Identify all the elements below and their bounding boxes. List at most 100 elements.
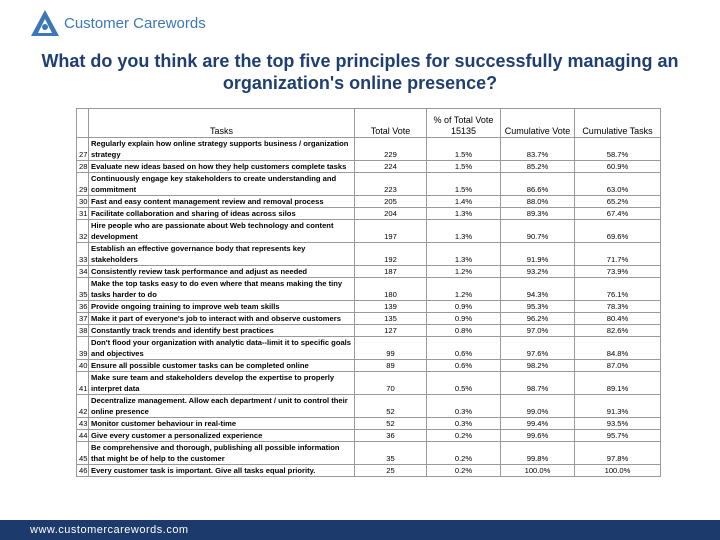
value-cell: 100.0% [500,464,575,477]
value-cell: 100.0% [574,464,661,477]
value-cell: 0.2% [426,441,501,465]
value-cell: 87.0% [574,359,661,372]
row-number: 41 [76,371,89,395]
footer: www.customercarewords.com [0,520,720,540]
value-cell: 97.0% [500,324,575,337]
table-row: 35 Make the top tasks easy to do even whe… [76,277,661,301]
task-cell: Evaluate new ideas based on how they hel… [88,160,355,173]
value-cell: 1.2% [426,265,501,278]
table-row: 33 Establish an effective governance body… [76,242,661,266]
value-cell: 1.5% [426,172,501,196]
value-cell: 85.2% [500,160,575,173]
value-cell: 97.8% [574,441,661,465]
column-header: Cumulative Vote [500,108,575,138]
task-cell: Give every customer a personalized exper… [88,429,355,442]
value-cell: 65.2% [574,195,661,208]
task-cell: Fast and easy content management review … [88,195,355,208]
value-cell: 94.3% [500,277,575,301]
table-row: 46 Every customer task is important. Give… [76,464,661,477]
value-cell: 99.4% [500,417,575,430]
task-cell: Continuously engage key stakeholders to … [88,172,355,196]
value-cell: 98.7% [500,371,575,395]
value-cell: 99.8% [500,441,575,465]
task-cell: Decentralize management. Allow each depa… [88,394,355,418]
column-header: Total Vote [354,108,427,138]
results-table: Tasks Total Vote% of Total Vote 15135 Cumu… [76,108,661,477]
row-number: 31 [76,207,89,220]
table-row: 36 Provide ongoing training to improve we… [76,300,661,313]
value-cell: 1.3% [426,207,501,220]
task-cell: Facilitate collaboration and sharing of … [88,207,355,220]
table-row: 38 Constantly track trends and identify b… [76,324,661,337]
column-header: Cumulative Tasks [574,108,661,138]
table-row: 28 Evaluate new ideas based on how they h… [76,160,661,173]
row-number: 27 [76,137,89,161]
task-cell: Consistently review task performance and… [88,265,355,278]
value-cell: 1.5% [426,137,501,161]
row-number: 29 [76,172,89,196]
value-cell: 1.2% [426,277,501,301]
value-cell: 91.3% [574,394,661,418]
table-row: 30 Fast and easy content management revie… [76,195,661,208]
table-row: 29 Continuously engage key stakeholders t… [76,172,661,196]
value-cell: 1.4% [426,195,501,208]
value-cell: 52 [354,394,427,418]
value-cell: 71.7% [574,242,661,266]
value-cell: 76.1% [574,277,661,301]
task-cell: Constantly track trends and identify bes… [88,324,355,337]
task-cell: Monitor customer behaviour in real-time [88,417,355,430]
table-row: 27 Regularly explain how online strategy … [76,137,661,161]
value-cell: 91.9% [500,242,575,266]
table-row: 32 Hire people who are passionate about W… [76,219,661,243]
title: What do you think are the top five princ… [41,51,679,93]
table-body: 27 Regularly explain how online strategy … [76,137,661,477]
logo-text: Customer Carewords [64,14,206,32]
value-cell: 229 [354,137,427,161]
task-cell: Every customer task is important. Give a… [88,464,355,477]
value-cell: 86.6% [500,172,575,196]
task-cell: Regularly explain how online strategy su… [88,137,355,161]
value-cell: 84.8% [574,336,661,360]
value-cell: 89.3% [500,207,575,220]
table-row: 41 Make sure team and stakeholders develo… [76,371,661,395]
table-row: 39 Don't flood your organization with ana… [76,336,661,360]
row-number: 45 [76,441,89,465]
value-cell: 73.9% [574,265,661,278]
header-cell [76,108,89,138]
table-row: 42 Decentralize management. Allow each de… [76,394,661,418]
value-cell: 96.2% [500,312,575,325]
row-number: 32 [76,219,89,243]
value-cell: 52 [354,417,427,430]
value-cell: 88.0% [500,195,575,208]
row-number: 28 [76,160,89,173]
row-number: 37 [76,312,89,325]
value-cell: 0.8% [426,324,501,337]
value-cell: 0.6% [426,359,501,372]
row-number: 42 [76,394,89,418]
value-cell: 223 [354,172,427,196]
value-cell: 99.0% [500,394,575,418]
column-header: % of Total Vote 15135 [426,108,501,138]
value-cell: 187 [354,265,427,278]
row-number: 44 [76,429,89,442]
value-cell: 205 [354,195,427,208]
value-cell: 139 [354,300,427,313]
value-cell: 90.7% [500,219,575,243]
value-cell: 0.3% [426,417,501,430]
value-cell: 180 [354,277,427,301]
value-cell: 80.4% [574,312,661,325]
value-cell: 224 [354,160,427,173]
value-cell: 135 [354,312,427,325]
task-cell: Make sure team and stakeholders develop … [88,371,355,395]
value-cell: 93.5% [574,417,661,430]
column-header: Tasks [88,108,355,138]
task-cell: Provide ongoing training to improve web … [88,300,355,313]
value-cell: 35 [354,441,427,465]
value-cell: 95.7% [574,429,661,442]
header-row: Tasks Total Vote% of Total Vote 15135 Cumu… [76,108,661,138]
task-cell: Don't flood your organization with analy… [88,336,355,360]
value-cell: 0.5% [426,371,501,395]
row-number: 38 [76,324,89,337]
table-row: 45 Be comprehensive and thorough, publish… [76,441,661,465]
